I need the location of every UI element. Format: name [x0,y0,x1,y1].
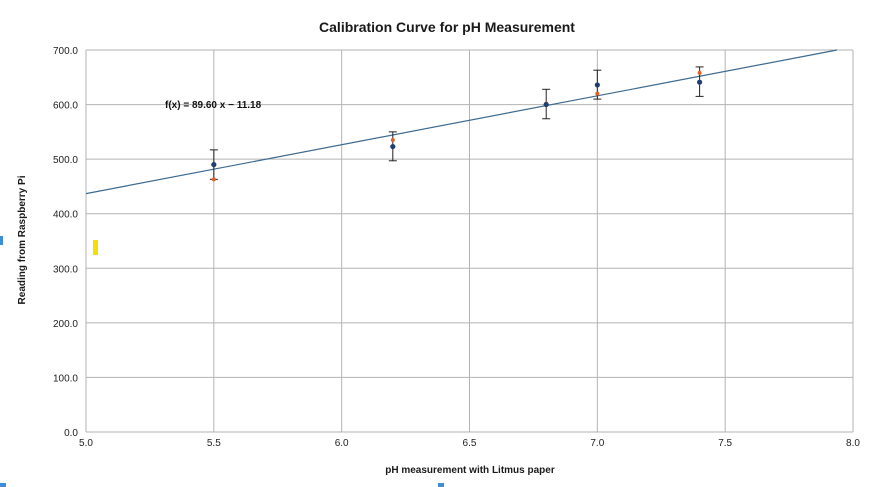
x-tick-label: 7.0 [590,438,604,449]
y-tick-label: 100.0 [53,373,78,384]
data-points [211,70,703,182]
x-tick-label: 6.0 [335,438,349,449]
trend-line [85,49,838,195]
x-tick-label: 5.0 [79,438,93,449]
x-tick-label: 8.0 [846,438,860,449]
data-point-secondary [390,138,395,143]
x-tick-label: 6.5 [463,438,477,449]
x-tick-label: 7.5 [718,438,732,449]
y-tick-label: 400.0 [53,210,78,221]
grid [85,49,854,433]
data-point [543,101,549,108]
edge-marker-bottom-center [438,483,444,487]
y-tick-label: 700.0 [53,46,78,57]
edge-marker-bottom-left [0,483,6,487]
trendline-equation: f(x) = 89.60 x − 11.18 [165,100,262,111]
data-point-secondary [595,91,600,96]
y-axis-label: Reading from Raspberry Pi [17,175,28,304]
y-tick-label: 500.0 [53,155,78,166]
y-tick-label: 600.0 [53,101,78,112]
chart-title: Calibration Curve for pH Measurement [319,19,575,35]
data-point [594,82,600,88]
x-axis-ticks: 5.0 5.5 6.0 6.5 7.0 7.5 8.0 [79,438,860,449]
y-tick-label: 0.0 [64,428,78,439]
y-tick-label: 300.0 [53,264,78,275]
data-point-secondary [211,177,216,182]
x-tick-label: 5.5 [207,438,221,449]
x-axis-label: pH measurement with Litmus paper [385,465,555,476]
data-point [697,79,703,85]
y-axis-ticks: 0.0 100.0 200.0 300.0 400.0 500.0 600.0 700.0 [53,46,78,439]
highlight-marker [93,240,98,255]
y-tick-label: 200.0 [53,319,78,330]
data-point [211,162,217,168]
data-point-secondary [697,70,702,75]
data-point [390,143,396,150]
edge-marker-left [0,236,3,245]
